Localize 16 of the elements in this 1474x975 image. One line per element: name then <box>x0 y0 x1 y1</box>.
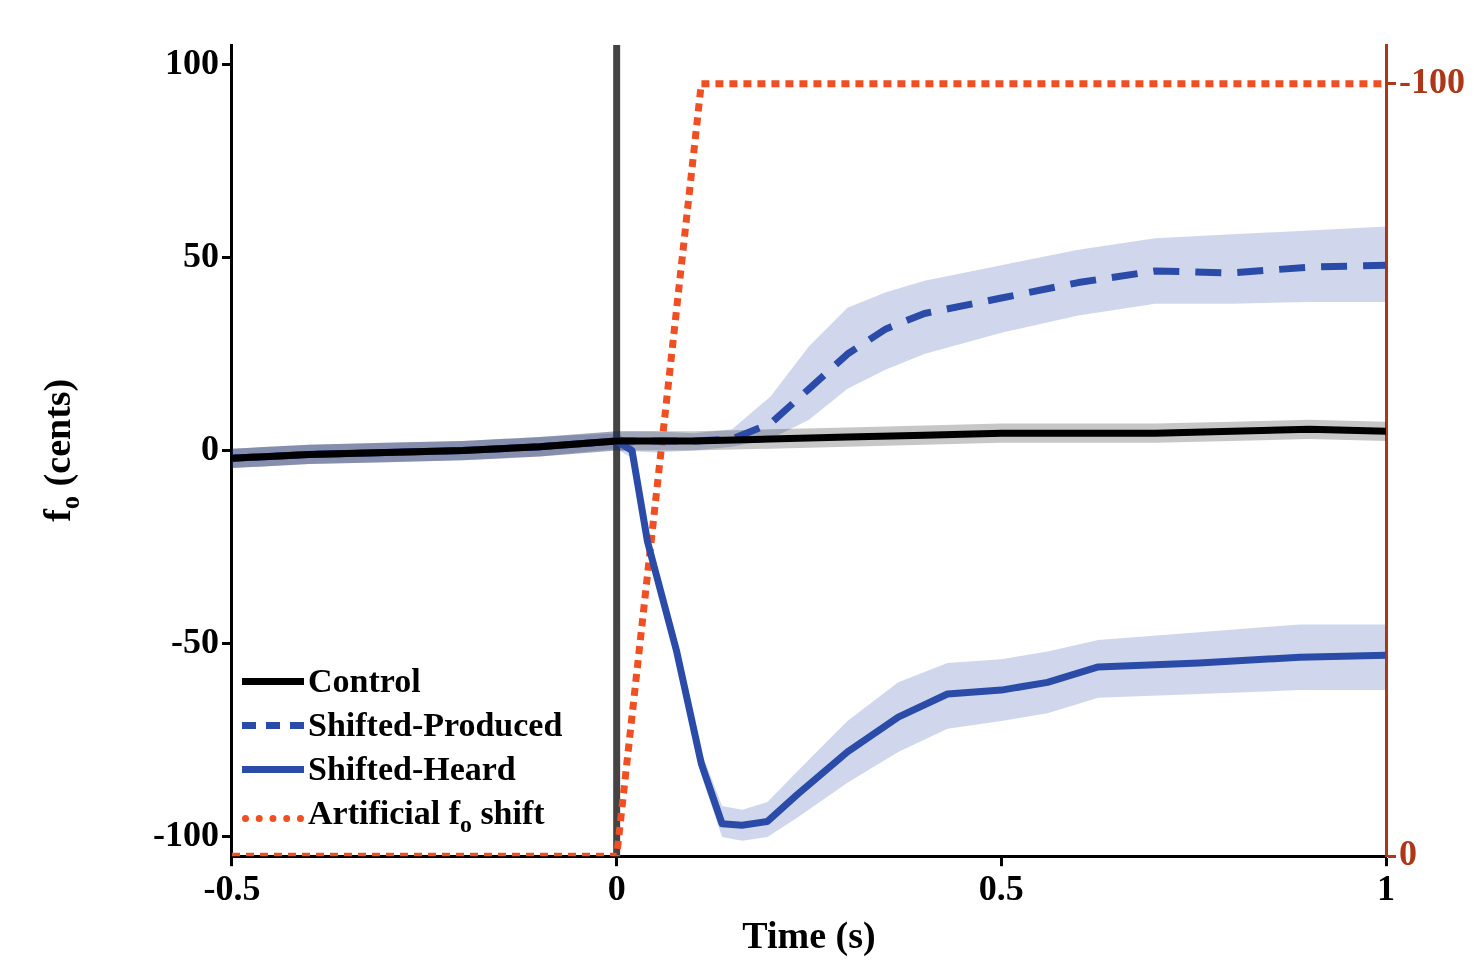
legend-label: Shifted-Heard <box>307 749 516 790</box>
legend-label: Control <box>307 661 421 702</box>
legend-label: Artificial f$_{o}$ shift <box>307 793 545 839</box>
y2-tick-label: -100 <box>1399 60 1466 101</box>
y-tick-label: -100 <box>152 814 219 855</box>
y-tick-label: 100 <box>164 41 219 82</box>
y-tick-label: 0 <box>200 427 219 468</box>
y-tick-label: -50 <box>170 621 219 662</box>
x-tick-label: 0 <box>607 868 626 909</box>
y2-tick-label: 0 <box>1399 833 1418 874</box>
x-axis-title: Time (s) <box>742 914 876 958</box>
y-tick-label: 50 <box>182 234 219 275</box>
x-tick-label: 1 <box>1377 868 1396 909</box>
x-tick-label: -0.5 <box>203 868 261 909</box>
x-tick-label: 0.5 <box>978 868 1024 909</box>
legend-label: Shifted-Produced <box>307 705 563 746</box>
